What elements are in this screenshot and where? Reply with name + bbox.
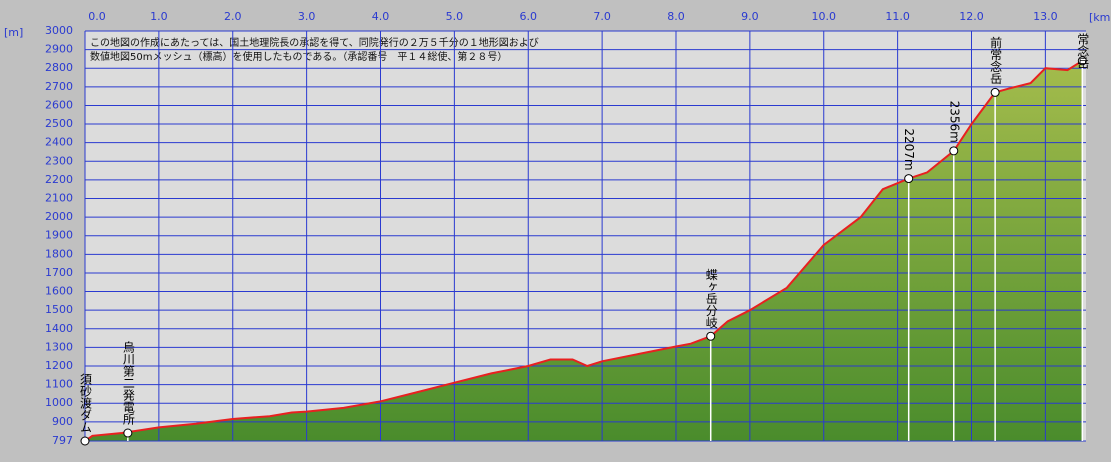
y-tick-label: 1500 [45, 303, 73, 316]
note-line: この地図の作成にあたっては、国土地理院長の承認を得て、同院発行の２万５千分の１地… [90, 36, 539, 49]
y-tick-label: 1900 [45, 229, 73, 242]
y-unit: [m] [4, 26, 23, 39]
y-tick-label: 1800 [45, 247, 73, 260]
x-tick-label: 6.0 [519, 10, 537, 23]
marker [904, 174, 914, 184]
x-tick-label: 2.0 [224, 10, 242, 23]
marker-label: 常念岳 [1076, 33, 1090, 69]
y-tick-label: 2000 [45, 210, 73, 223]
marker-label: 2207m [902, 128, 916, 170]
marker-label: 烏川第二発電所 [121, 341, 135, 425]
marker-label: 蝶ヶ岳分岐 [704, 267, 718, 328]
y-tick-label: 1300 [45, 340, 73, 353]
profile-line [84, 59, 1083, 442]
note-line: 数値地図50mメッシュ（標高）を使用したものである。（承認番号 平１４総使、第２… [90, 50, 507, 63]
y-tick-label: 2900 [45, 43, 73, 56]
y-tick-label: 3000 [45, 24, 73, 37]
y-tick-label: 1000 [45, 396, 73, 409]
y-tick-label: 2600 [45, 98, 73, 111]
y-tick-label: 2800 [45, 61, 73, 74]
y-tick-label: 2500 [45, 117, 73, 130]
x-tick-label: 12.0 [959, 10, 984, 23]
x-tick-label: 9.0 [741, 10, 759, 23]
y-tick-label: 900 [52, 415, 73, 428]
x-tick-label: 4.0 [372, 10, 390, 23]
y-tick-label: 1700 [45, 266, 73, 279]
x-tick-label: 5.0 [446, 10, 464, 23]
y-tick-label: 2700 [45, 80, 73, 93]
x-tick-label: 0.0 [88, 10, 106, 23]
x-tick-label: 7.0 [593, 10, 611, 23]
marker [706, 331, 716, 341]
marker [990, 87, 1000, 97]
x-tick-label: 8.0 [667, 10, 685, 23]
marker [949, 146, 959, 156]
marker-label: 須砂渡ダム [79, 373, 93, 433]
marker [123, 428, 133, 438]
y-tick-label: 2100 [45, 191, 73, 204]
marker [80, 436, 90, 446]
y-tick-label: 2300 [45, 154, 73, 167]
x-unit: [km] [1089, 11, 1111, 24]
y-tick-label: 1100 [45, 378, 73, 391]
y-tick-label: 797 [52, 434, 73, 447]
x-tick-label: 3.0 [298, 10, 316, 23]
x-tick-label: 13.0 [1033, 10, 1058, 23]
x-tick-label: 1.0 [150, 10, 168, 23]
y-tick-label: 1400 [45, 322, 73, 335]
y-tick-label: 2400 [45, 136, 73, 149]
marker-label: 2356m [947, 101, 961, 143]
y-tick-label: 1600 [45, 285, 73, 298]
y-tick-label: 1200 [45, 359, 73, 372]
area-fill [85, 60, 1083, 442]
y-tick-label: 2200 [45, 173, 73, 186]
x-tick-label: 10.0 [811, 10, 836, 23]
marker [1077, 56, 1087, 66]
marker-label: 前常念岳 [989, 35, 1003, 84]
x-tick-label: 11.0 [885, 10, 910, 23]
